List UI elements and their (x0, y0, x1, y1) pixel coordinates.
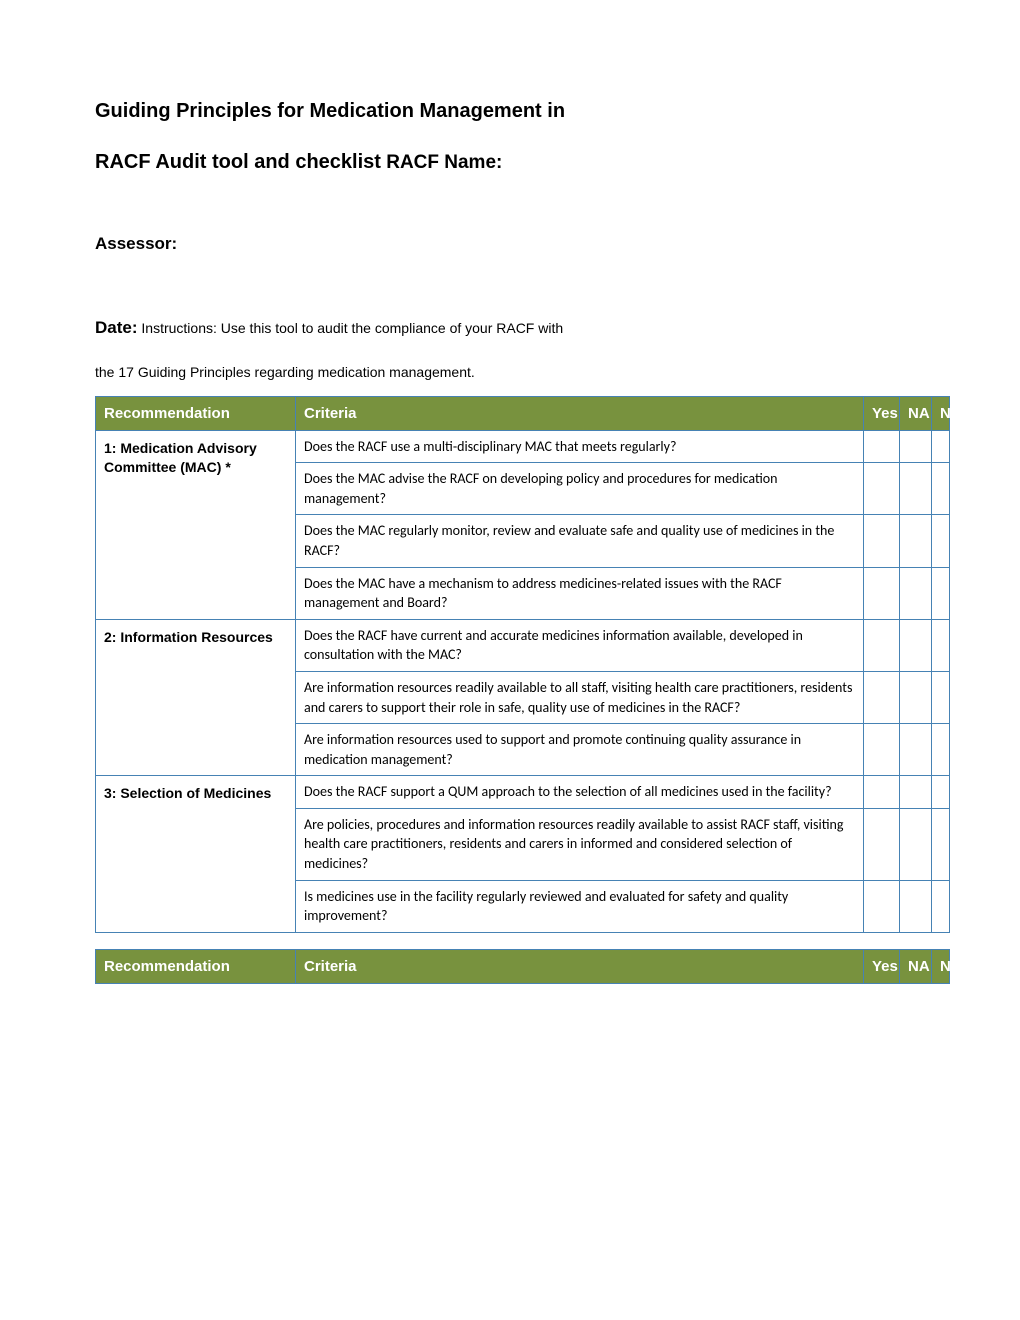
table-row: 1: Medication Advisory Committee (MAC) *… (96, 430, 950, 463)
criteria-cell: Does the MAC have a mechanism to address… (296, 567, 864, 619)
check-cell[interactable] (932, 671, 950, 723)
date-instructions-line: Date: Instructions: Use this tool to aud… (95, 314, 950, 341)
check-cell[interactable] (932, 724, 950, 776)
instructions-text-2: the 17 Guiding Principles regarding medi… (95, 361, 950, 383)
criteria-cell: Are policies, procedures and information… (296, 808, 864, 880)
check-cell[interactable] (864, 567, 900, 619)
date-label: Date: (95, 318, 138, 337)
page-title-1: Guiding Principles for Medication Manage… (95, 100, 950, 123)
col-header-yes: Yes (864, 396, 900, 430)
check-cell[interactable] (932, 463, 950, 515)
criteria-cell: Are information resources readily availa… (296, 671, 864, 723)
check-cell[interactable] (864, 808, 900, 880)
check-cell[interactable] (932, 430, 950, 463)
check-cell[interactable] (864, 776, 900, 809)
table-row: 2: Information ResourcesDoes the RACF ha… (96, 619, 950, 671)
check-cell[interactable] (932, 619, 950, 671)
check-cell[interactable] (900, 463, 932, 515)
recommendation-cell: 2: Information Resources (96, 619, 296, 776)
check-cell[interactable] (900, 880, 932, 932)
col-header-n: N (932, 949, 950, 983)
check-cell[interactable] (932, 880, 950, 932)
title-2-main: RACF Audit tool and checklist (95, 151, 381, 173)
check-cell[interactable] (864, 430, 900, 463)
check-cell[interactable] (864, 463, 900, 515)
check-cell[interactable] (932, 776, 950, 809)
title-2-sub: RACF Name: (381, 152, 502, 173)
col-header-recommendation: Recommendation (96, 949, 296, 983)
check-cell[interactable] (900, 808, 932, 880)
check-cell[interactable] (864, 724, 900, 776)
check-cell[interactable] (900, 724, 932, 776)
assessor-label: Assessor: (95, 234, 950, 254)
audit-table-1: Recommendation Criteria Yes NA N 1: Medi… (95, 396, 950, 933)
criteria-cell: Are information resources used to suppor… (296, 724, 864, 776)
check-cell[interactable] (932, 515, 950, 567)
check-cell[interactable] (900, 515, 932, 567)
check-cell[interactable] (864, 880, 900, 932)
table-header-row: Recommendation Criteria Yes NA N (96, 949, 950, 983)
criteria-cell: Does the MAC advise the RACF on developi… (296, 463, 864, 515)
check-cell[interactable] (900, 430, 932, 463)
col-header-na: NA (900, 949, 932, 983)
page-title-2: RACF Audit tool and checklist RACF Name: (95, 151, 950, 174)
col-header-criteria: Criteria (296, 396, 864, 430)
recommendation-cell: 3: Selection of Medicines (96, 776, 296, 933)
col-header-recommendation: Recommendation (96, 396, 296, 430)
table-row: 3: Selection of MedicinesDoes the RACF s… (96, 776, 950, 809)
col-header-criteria: Criteria (296, 949, 864, 983)
check-cell[interactable] (864, 619, 900, 671)
check-cell[interactable] (932, 808, 950, 880)
col-header-na: NA (900, 396, 932, 430)
instructions-text-1: Instructions: Use this tool to audit the… (138, 320, 564, 336)
check-cell[interactable] (864, 515, 900, 567)
check-cell[interactable] (864, 671, 900, 723)
criteria-cell: Does the RACF have current and accurate … (296, 619, 864, 671)
check-cell[interactable] (932, 567, 950, 619)
check-cell[interactable] (900, 776, 932, 809)
criteria-cell: Does the MAC regularly monitor, review a… (296, 515, 864, 567)
col-header-n: N (932, 396, 950, 430)
criteria-cell: Is medicines use in the facility regular… (296, 880, 864, 932)
check-cell[interactable] (900, 671, 932, 723)
check-cell[interactable] (900, 567, 932, 619)
recommendation-cell: 1: Medication Advisory Committee (MAC) * (96, 430, 296, 619)
table-header-row: Recommendation Criteria Yes NA N (96, 396, 950, 430)
check-cell[interactable] (900, 619, 932, 671)
audit-table-2: Recommendation Criteria Yes NA N (95, 949, 950, 984)
col-header-yes: Yes (864, 949, 900, 983)
criteria-cell: Does the RACF support a QUM approach to … (296, 776, 864, 809)
criteria-cell: Does the RACF use a multi-disciplinary M… (296, 430, 864, 463)
